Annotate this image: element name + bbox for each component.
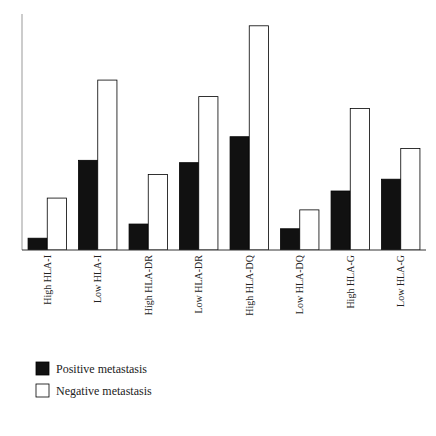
bar xyxy=(98,80,117,250)
legend: Positive metastasis Negative metastasis xyxy=(36,362,152,398)
bars xyxy=(28,26,420,250)
legend-swatch xyxy=(36,362,49,375)
bar xyxy=(401,149,420,250)
x-tick-label: High HLA-I xyxy=(42,255,53,305)
bar xyxy=(350,108,369,250)
legend-swatch xyxy=(36,384,49,397)
axes xyxy=(22,14,426,250)
x-tick-label: High HLA-G xyxy=(345,255,356,309)
bar xyxy=(148,174,167,250)
x-tick-label: High HLA-DQ xyxy=(244,254,255,316)
bar xyxy=(331,191,350,250)
legend-label: Negative metastasis xyxy=(56,384,152,398)
bar xyxy=(129,224,148,250)
bar xyxy=(180,163,199,250)
bar xyxy=(47,198,66,250)
bar xyxy=(230,137,249,250)
chart-svg: High HLA-I Low HLA-I High HLA-DR Low HLA-DR… xyxy=(0,0,436,436)
bar xyxy=(199,97,218,250)
x-tick-labels: High HLA-I Low HLA-I High HLA-DR Low HLA-DR… xyxy=(42,254,407,316)
bar xyxy=(281,229,300,250)
x-tick-label: Low HLA-DR xyxy=(193,255,204,314)
x-tick-label: High HLA-DR xyxy=(143,255,154,316)
x-axis-line xyxy=(22,250,426,251)
x-tick-label: Low HLA-G xyxy=(395,255,406,307)
bar xyxy=(382,179,401,250)
bar xyxy=(300,210,319,250)
x-tick-label: Low HLA-DQ xyxy=(294,254,305,314)
chart-container: High HLA-I Low HLA-I High HLA-DR Low HLA-DR… xyxy=(0,0,436,436)
bar xyxy=(28,238,47,250)
y-axis-line xyxy=(22,14,23,250)
bar xyxy=(249,26,268,250)
x-tick-label: Low HLA-I xyxy=(92,255,103,303)
legend-label: Positive metastasis xyxy=(56,362,147,376)
bar xyxy=(79,160,98,250)
